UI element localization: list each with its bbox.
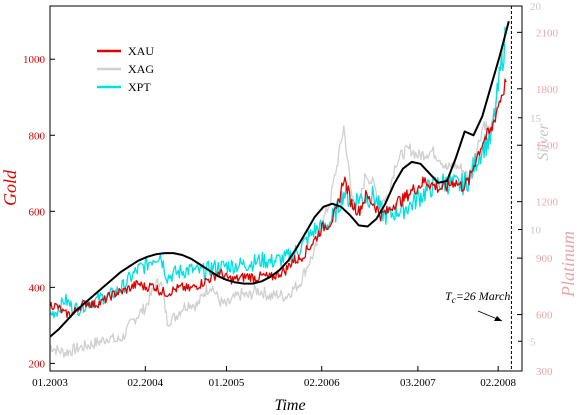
legend-label-xpt: XPT: [128, 80, 151, 94]
gold-tick-label: 800: [29, 130, 46, 142]
x-tick-label: 02.2004: [127, 377, 163, 389]
platinum-tick-label: 900: [536, 253, 553, 265]
x-axis-title: Time: [274, 397, 305, 414]
legend-label-xag: XAG: [128, 62, 154, 76]
plot-frame: [49, 5, 523, 372]
silver-tick-label: 20: [530, 1, 542, 13]
platinum-tick-label: 1500: [536, 140, 559, 152]
series-xau-line: [50, 78, 507, 319]
fit-curve-line: [50, 20, 510, 338]
legend-label-xau: XAU: [128, 44, 154, 58]
tc-annotation-text: Tc=26 March: [445, 289, 510, 305]
platinum-tick-label: 300: [536, 366, 553, 378]
gold-tick-label: 400: [29, 282, 46, 294]
platinum-axis-title: Platinum: [558, 231, 578, 298]
series-xpt-line: [50, 26, 507, 319]
platinum-tick-label: 2100: [536, 27, 559, 39]
platinum-tick-label: 1800: [536, 84, 559, 96]
platinum-axis: 300 600 900 1200 1500 1800 2100: [517, 27, 559, 378]
silver-tick-label: 15: [530, 113, 542, 125]
gold-axis: 200 400 600 800 1000: [23, 54, 55, 370]
x-tick-label: 01.2005: [209, 377, 245, 389]
x-tick-label: 02.2006: [304, 377, 340, 389]
tc-annotation: Tc=26 March: [445, 289, 510, 322]
silver-axis-title: Silver: [535, 123, 552, 161]
gold-tick-label: 600: [29, 206, 46, 218]
platinum-tick-label: 1200: [536, 197, 559, 209]
silver-tick-label: 5: [530, 336, 536, 348]
gold-tick-label: 1000: [23, 54, 46, 66]
legend: XAU XAG XPT: [97, 44, 154, 94]
x-tick-label: 01.2003: [32, 377, 68, 389]
platinum-tick-label: 600: [536, 310, 553, 322]
x-tick-label: 02.2008: [480, 377, 516, 389]
x-axis: 01.2003 02.2004 01.2005 02.2006 03.2007 02.20…: [32, 366, 517, 389]
gold-tick-label: 200: [29, 358, 46, 370]
plot-series: [50, 20, 510, 358]
tc-arrow-head: [494, 316, 502, 321]
series-xag-line: [50, 28, 507, 358]
gold-axis-title: Gold: [0, 169, 20, 206]
silver-axis: 5 10 15 20: [518, 1, 542, 348]
x-tick-label: 03.2007: [400, 377, 436, 389]
silver-tick-label: 10: [530, 225, 542, 237]
